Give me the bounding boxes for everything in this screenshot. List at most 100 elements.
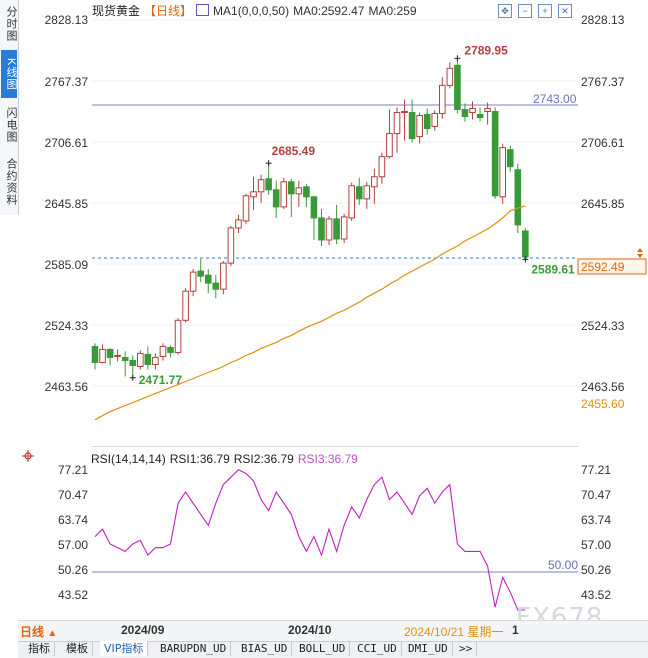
period-tab[interactable]: 日线 ▲ — [20, 623, 57, 640]
resistance-level-label: 2743.00 — [533, 92, 577, 106]
candle-up — [257, 179, 265, 193]
zoom-in-icon[interactable]: + — [538, 4, 552, 18]
tab-cci[interactable]: CCI_UD — [353, 641, 402, 656]
candle-up — [469, 107, 476, 113]
instrument-title: 现货黄金 — [92, 4, 141, 18]
tab-more[interactable]: >> — [455, 641, 478, 656]
price-axis-right: 2706.61 — [581, 136, 625, 150]
candle-up — [431, 112, 439, 128]
rsi-axis-right: 77.21 — [581, 463, 612, 477]
current-date-label: 2024/10/21 星期一 — [404, 625, 504, 639]
close-icon[interactable]: ✕ — [558, 4, 572, 18]
price-axis-right: 2645.85 — [581, 197, 625, 211]
rsi3-value: RSI3:36.79 — [297, 452, 358, 466]
ma0-value-truncated: MA0:259 — [368, 4, 417, 18]
candle-down — [514, 169, 522, 226]
candle-up — [363, 185, 371, 200]
candle-down — [167, 346, 174, 353]
candle-down — [476, 113, 484, 119]
candle-down — [288, 181, 295, 195]
rsi-axis-right: 57.00 — [581, 538, 612, 552]
zoom-out-icon[interactable]: − — [518, 4, 532, 18]
tab-barupdn[interactable]: BARUPDN_UD — [156, 641, 232, 656]
candle-up — [220, 262, 227, 290]
rsi-axis-left: 57.00 — [57, 538, 88, 552]
ma-settings-icon[interactable] — [196, 4, 210, 16]
rsi-settings-icon — [22, 450, 34, 462]
candle-up — [484, 107, 491, 112]
candle-down — [454, 64, 461, 110]
candle-up — [242, 195, 250, 222]
current-value-label: 1 — [512, 623, 519, 637]
price-axis-left: 2524.33 — [44, 319, 88, 333]
candle-up — [250, 191, 257, 198]
candle-up — [295, 187, 303, 195]
price-axis-left: 2767.37 — [44, 75, 88, 89]
date-label: 2024/10 — [288, 623, 332, 637]
candle-up — [182, 290, 189, 321]
indicator-tab-bar — [18, 641, 648, 658]
annotation-label: 2789.95 — [464, 43, 508, 57]
candle-up — [227, 227, 235, 264]
rsi-axis-right: 43.52 — [581, 588, 612, 602]
price-axis-left: 2828.13 — [44, 13, 88, 27]
price-axis-left: 2706.61 — [44, 136, 88, 150]
ma-line — [94, 205, 526, 421]
candle-down — [129, 359, 137, 366]
side-tab-intraday[interactable]: 分时图 — [5, 6, 17, 42]
side-tab-kline[interactable]: K线图 — [1, 50, 17, 98]
tab-boll[interactable]: BOLL_UD — [295, 641, 351, 656]
candle-up — [416, 115, 423, 138]
rsi-line — [94, 469, 526, 611]
side-tab-contract-info[interactable]: 合约资料 — [5, 158, 17, 206]
chart-header: 现货黄金 【日线】 MA1(0,0,0,50) MA0:2592.47 MA0:259 — [92, 2, 421, 20]
price-axis-right: 2767.37 — [581, 75, 625, 89]
candle-down — [522, 230, 529, 258]
candle-up — [348, 185, 355, 219]
candle-down — [333, 218, 340, 240]
candle-up — [174, 319, 182, 353]
candle-down — [506, 149, 514, 168]
rsi-axis-right: 50.26 — [581, 563, 612, 577]
candle-up — [378, 156, 386, 178]
period-label[interactable]: 【日线】 — [144, 4, 193, 18]
rsi-axis-left: 43.52 — [57, 588, 88, 602]
candle-up — [99, 348, 106, 363]
price-axis-left: 2585.09 — [44, 258, 88, 272]
annotation-label: 2685.49 — [272, 144, 316, 158]
tab-templates[interactable]: 模板 — [62, 641, 93, 656]
candle-down — [265, 178, 272, 191]
annotations-layer: 2789.95 2685.49 2471.77 2589.61 — [129, 43, 575, 387]
candle-up — [114, 354, 121, 357]
candle-down — [212, 282, 220, 290]
candle-down — [204, 274, 212, 284]
candle-up — [439, 84, 446, 114]
price-axis-left: 2645.85 — [44, 197, 88, 211]
tab-dmi[interactable]: DMI_UD — [404, 641, 453, 656]
candle-up — [235, 219, 242, 229]
candle-up — [499, 147, 506, 198]
rsi-params: RSI(14,14,14) — [91, 452, 166, 466]
rsi-header: RSI(14,14,14) RSI1:36.79 RSI2:36.79 RSI3:36… — [91, 452, 362, 466]
candle-down — [408, 111, 416, 140]
candle-up — [325, 218, 333, 241]
candles-layer — [91, 58, 529, 378]
candle-down — [355, 186, 363, 200]
rsi1-value: RSI1:36.79 — [169, 452, 230, 466]
tab-vip-indicators[interactable]: VIP指标 — [100, 641, 149, 656]
candle-down — [91, 345, 99, 363]
move-icon[interactable]: ✥ — [498, 4, 512, 18]
candle-up — [446, 67, 454, 86]
tab-indicators[interactable]: 指标 — [24, 641, 55, 656]
price-axis-right: 2463.56 — [581, 380, 625, 394]
candle-down — [310, 196, 318, 219]
current-price-label: 2592.49 — [581, 260, 625, 274]
ma0-value: MA0:2592.47 — [293, 4, 365, 18]
tab-bias[interactable]: BIAS_UD — [237, 641, 293, 656]
candle-down — [303, 186, 310, 198]
side-tab-flash[interactable]: 闪电图 — [5, 107, 17, 143]
candle-up — [393, 111, 401, 135]
down-arrow-icon — [637, 254, 643, 258]
candle-up — [340, 216, 348, 240]
